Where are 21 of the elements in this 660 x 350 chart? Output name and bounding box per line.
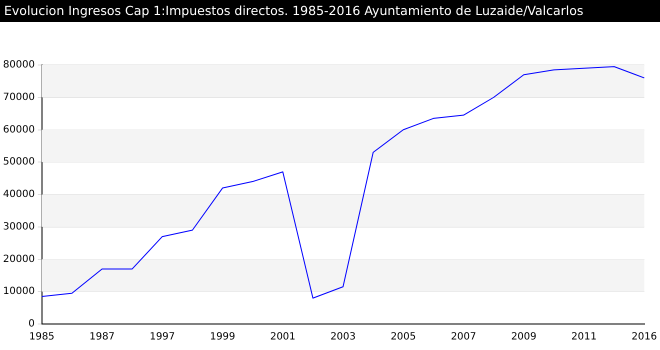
y-tick-label: 30000 bbox=[3, 221, 35, 232]
x-tick-label: 1987 bbox=[89, 332, 115, 343]
x-tick-label: 1999 bbox=[210, 332, 236, 343]
chart-title: Evolucion Ingresos Cap 1:Impuestos directos. 1985-2016 Ayuntamiento de Luzaide/Valcarlos bbox=[0, 0, 660, 22]
x-tick-label: 2001 bbox=[270, 332, 296, 343]
y-tick-label: 40000 bbox=[3, 189, 35, 200]
x-tick-label: 1985 bbox=[29, 332, 55, 343]
y-tick-label: 80000 bbox=[3, 60, 35, 71]
x-tick-label: 2009 bbox=[511, 332, 537, 343]
x-tick-label: 2007 bbox=[450, 332, 476, 343]
y-tick-label: 50000 bbox=[3, 156, 35, 168]
y-tick-label: 20000 bbox=[3, 254, 35, 265]
x-tick-label: 2016 bbox=[632, 332, 657, 343]
x-tick-label: 2003 bbox=[330, 332, 356, 343]
x-tick-label: 1997 bbox=[150, 332, 176, 343]
y-tick-label: 0 bbox=[28, 318, 35, 330]
y-tick-label: 10000 bbox=[3, 286, 35, 298]
y-tick-label: 60000 bbox=[3, 124, 35, 136]
x-tick-label: 2005 bbox=[390, 332, 416, 343]
y-tick-label: 70000 bbox=[3, 92, 35, 103]
x-tick-label: 2011 bbox=[571, 332, 597, 343]
